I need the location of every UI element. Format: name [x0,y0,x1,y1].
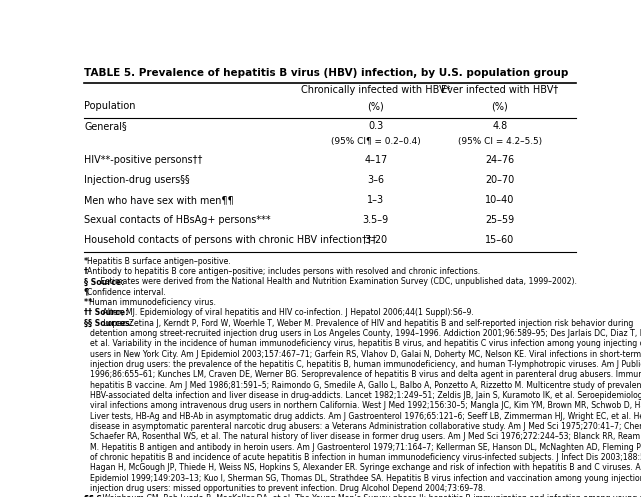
Text: Men who have sex with men¶¶: Men who have sex with men¶¶ [84,195,234,205]
Text: Alter, MJ. Epidemiology of viral hepatitis and HIV co-infection. J Hepatol 2006;: Alter, MJ. Epidemiology of viral hepatit… [100,309,474,318]
Text: disease in asymptomatic parenteral narcotic drug abusers: a Veterans Administrat: disease in asymptomatic parenteral narco… [90,422,641,431]
Text: Lopez-Zetina J, Kerndt P, Ford W, Woerhle T, Weber M. Prevalence of HIV and hepa: Lopez-Zetina J, Kerndt P, Ford W, Woerhl… [101,319,634,328]
Text: injection drug users: missed opportunities to prevent infection. Drug Alcohol De: injection drug users: missed opportuniti… [90,484,485,493]
Text: of chronic hepatitis B and incidence of acute hepatitis B infection in human imm: of chronic hepatitis B and incidence of … [90,453,641,462]
Text: HIV**-positive persons††: HIV**-positive persons†† [84,155,203,165]
Text: TABLE 5. Prevalence of hepatitis B virus (HBV) infection, by U.S. population gro: TABLE 5. Prevalence of hepatitis B virus… [84,68,569,78]
Text: Sexual contacts of HBsAg+ persons***: Sexual contacts of HBsAg+ persons*** [84,215,271,225]
Text: 0.3: 0.3 [368,121,383,131]
Text: (95% CI¶ = 0.2–0.4): (95% CI¶ = 0.2–0.4) [331,137,420,146]
Text: Population: Population [84,101,136,111]
Text: § Source:: § Source: [84,277,124,286]
Text: 3–6: 3–6 [367,175,384,185]
Text: 24–76: 24–76 [485,155,515,165]
Text: et al. Variability in the incidence of human immunodeficiency virus, hepatitis B: et al. Variability in the incidence of h… [90,339,641,348]
Text: detention among street-recruited injection drug users in Los Angeles County, 199: detention among street-recruited injecti… [90,329,641,338]
Text: 4.8: 4.8 [492,121,508,131]
Text: Household contacts of persons with chronic HBV infection†††: Household contacts of persons with chron… [84,235,377,245]
Text: 25–59: 25–59 [485,215,515,225]
Text: 10–40: 10–40 [485,195,515,205]
Text: General§: General§ [84,121,127,131]
Text: ¶: ¶ [84,288,92,297]
Text: **: ** [84,298,95,307]
Text: Weinbaum CM, Rob Lyerla R, MacKellar DA, et al. The Young Men’s Survey phase II:: Weinbaum CM, Rob Lyerla R, MacKellar DA,… [100,495,641,497]
Text: (%): (%) [492,101,508,111]
Text: Chronically infected with HBV*: Chronically infected with HBV* [301,84,451,94]
Text: 1–3: 1–3 [367,195,384,205]
Text: 3–20: 3–20 [364,235,387,245]
Text: Hagan H, McGough JP, Thiede H, Weiss NS, Hopkins S, Alexander ER. Syringe exchan: Hagan H, McGough JP, Thiede H, Weiss NS,… [90,463,641,472]
Text: (95% CI = 4.2–5.5): (95% CI = 4.2–5.5) [458,137,542,146]
Text: (%): (%) [367,101,384,111]
Text: hepatitis B vaccine. Am J Med 1986;81:591–5; Raimondo G, Smedile A, Gallo L, Bal: hepatitis B vaccine. Am J Med 1986;81:59… [90,381,641,390]
Text: Ever infected with HBV†: Ever infected with HBV† [441,84,558,94]
Text: injection drug users: the prevalence of the hepatitis C, hepatitis B, human immu: injection drug users: the prevalence of … [90,360,641,369]
Text: Human immunodeficiency virus.: Human immunodeficiency virus. [89,298,216,307]
Text: Injection-drug users§§: Injection-drug users§§ [84,175,190,185]
Text: †† Source:: †† Source: [84,309,128,318]
Text: Liver tests, HB-Ag and HB-Ab in asymptomatic drug addicts. Am J Gastroenterol 19: Liver tests, HB-Ag and HB-Ab in asymptom… [90,412,641,421]
Text: *: * [84,257,91,266]
Text: viral infections among intravenous drug users in northern California. West J Med: viral infections among intravenous drug … [90,402,641,411]
Text: Schaefer RA, Rosenthal WS, et al. The natural history of liver disease in former: Schaefer RA, Rosenthal WS, et al. The na… [90,432,641,441]
Text: HBV-associated delta infection and liver disease in drug-addicts. Lancet 1982;1:: HBV-associated delta infection and liver… [90,391,641,400]
Text: Hepatitis B surface antigen–positive.: Hepatitis B surface antigen–positive. [87,257,231,266]
Text: Confidence interval.: Confidence interval. [87,288,166,297]
Text: Epidemiol 1999;149:203–13; Kuo I, Sherman SG, Thomas DL, Strathdee SA. Hepatitis: Epidemiol 1999;149:203–13; Kuo I, Sherma… [90,474,641,483]
Text: Antibody to hepatitis B core antigen–positive; includes persons with resolved an: Antibody to hepatitis B core antigen–pos… [87,267,481,276]
Text: †: † [84,267,91,276]
Text: 20–70: 20–70 [485,175,515,185]
Text: 1996;86:655–61; Kunches LM, Craven DE, Werner BG. Seroprevalence of hepatitis B : 1996;86:655–61; Kunches LM, Craven DE, W… [90,370,641,379]
Text: Estimates were derived from the National Health and Nutrition Examination Survey: Estimates were derived from the National… [98,277,577,286]
Text: §§ Sources:: §§ Sources: [84,319,133,328]
Text: ¶¶ Source:: ¶¶ Source: [84,495,130,497]
Text: users in New York City. Am J Epidemiol 2003;157:467–71; Garfein RS, Vlahov D, Ga: users in New York City. Am J Epidemiol 2… [90,350,641,359]
Text: M. Hepatitis B antigen and antibody in heroin users. Am J Gastroenterol 1979;71:: M. Hepatitis B antigen and antibody in h… [90,443,641,452]
Text: 15–60: 15–60 [485,235,515,245]
Text: 3.5–9: 3.5–9 [363,215,389,225]
Text: 4–17: 4–17 [364,155,387,165]
